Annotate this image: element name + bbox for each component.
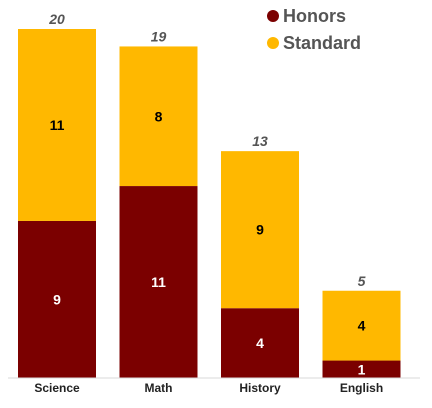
bar-standard-english — [322, 290, 401, 361]
legend-marker-standard — [267, 37, 279, 49]
category-label-english: English — [340, 381, 383, 395]
bar-standard-math — [119, 46, 198, 187]
bar-standard-history — [221, 151, 299, 309]
data-label-standard-history: 9 — [256, 222, 264, 238]
total-label-science: 20 — [48, 11, 65, 27]
bars-group — [18, 29, 401, 378]
bar-honors-science — [18, 220, 96, 378]
data-label-standard-math: 8 — [155, 108, 163, 124]
data-label-standard-english: 4 — [358, 318, 366, 334]
bar-honors-english — [322, 360, 401, 378]
total-label-english: 5 — [358, 273, 366, 289]
category-label-science: Science — [34, 381, 80, 395]
data-label-honors-history: 4 — [256, 335, 264, 351]
category-label-history: History — [239, 381, 281, 395]
bar-standard-science — [18, 29, 96, 221]
labels-group: 9 11 20 Science 11 8 19 Math 4 9 13 History 1 4 5 Engli… — [34, 11, 383, 395]
total-label-history: 13 — [252, 133, 268, 149]
legend: Honors Standard — [267, 6, 361, 53]
legend-marker-honors — [267, 10, 279, 22]
category-label-math: Math — [145, 381, 173, 395]
total-label-math: 19 — [151, 28, 167, 44]
data-label-honors-science: 9 — [53, 291, 61, 307]
legend-label-honors: Honors — [283, 6, 346, 26]
bar-honors-history — [221, 308, 299, 378]
data-label-honors-math: 11 — [151, 274, 166, 290]
legend-label-standard: Standard — [283, 33, 361, 53]
bar-honors-math — [119, 186, 198, 378]
data-label-honors-english: 1 — [358, 361, 366, 377]
data-label-standard-science: 11 — [50, 117, 65, 133]
